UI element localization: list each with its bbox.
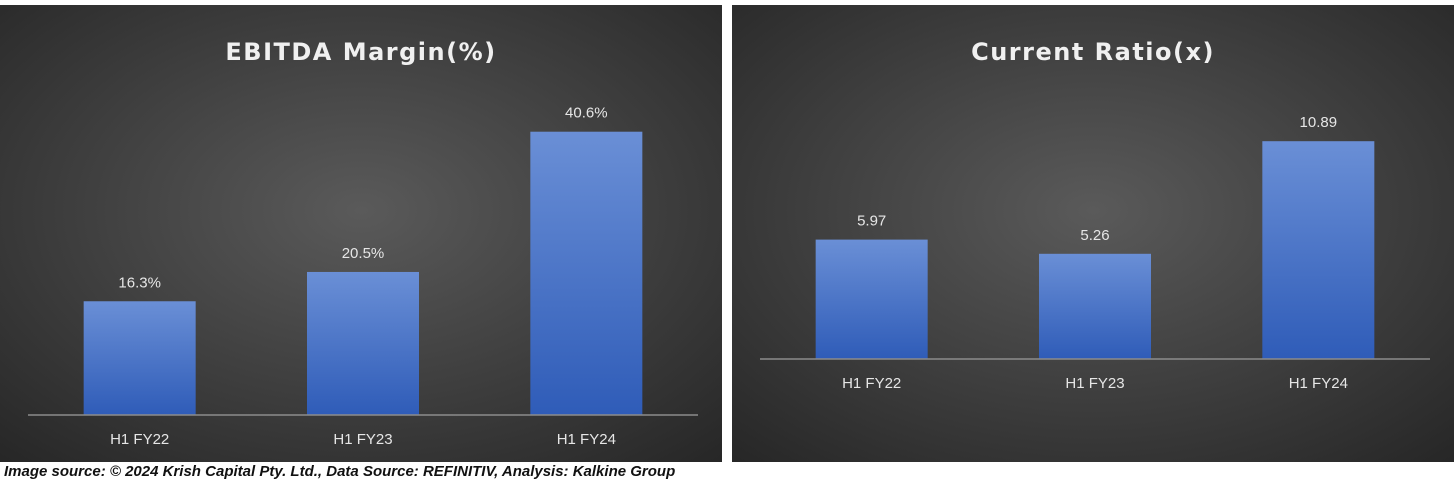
data-label: 20.5% <box>342 245 385 262</box>
data-label: 5.26 <box>1080 227 1109 244</box>
bar-h1-fy22 <box>83 301 196 415</box>
category-label: H1 FY23 <box>1065 375 1124 392</box>
bar-h1-fy24 <box>530 131 643 416</box>
bar-h1-fy22 <box>815 239 928 359</box>
category-label: H1 FY24 <box>1289 375 1348 392</box>
data-label: 5.97 <box>857 213 886 230</box>
chart-panel-ebitda-margin: EBITDA Margin(%) 16.3% H1 FY22 20.5% H1 FY23… <box>0 5 722 462</box>
data-label: 10.89 <box>1300 114 1338 131</box>
chart-title: EBITDA Margin(%) <box>225 38 496 66</box>
category-label: H1 FY22 <box>842 375 901 392</box>
data-label: 16.3% <box>118 274 161 291</box>
category-label: H1 FY24 <box>557 431 616 448</box>
data-label: 40.6% <box>565 105 608 122</box>
category-label: H1 FY22 <box>110 431 169 448</box>
chart-ebitda-margin: EBITDA Margin(%) 16.3% H1 FY22 20.5% H1 FY23… <box>0 5 722 462</box>
category-label: H1 FY23 <box>333 431 392 448</box>
chart-title: Current Ratio(x) <box>971 38 1215 66</box>
bar-h1-fy23 <box>307 271 419 415</box>
bar-h1-fy23 <box>1039 253 1151 359</box>
bar-h1-fy24 <box>1262 141 1375 359</box>
chart-panel-current-ratio: Current Ratio(x) 5.97 H1 FY22 5.26 H1 FY23 10… <box>732 5 1454 462</box>
image-source-caption: Image source: © 2024 Krish Capital Pty. … <box>4 463 676 480</box>
chart-current-ratio: Current Ratio(x) 5.97 H1 FY22 5.26 H1 FY23 10… <box>732 5 1454 462</box>
